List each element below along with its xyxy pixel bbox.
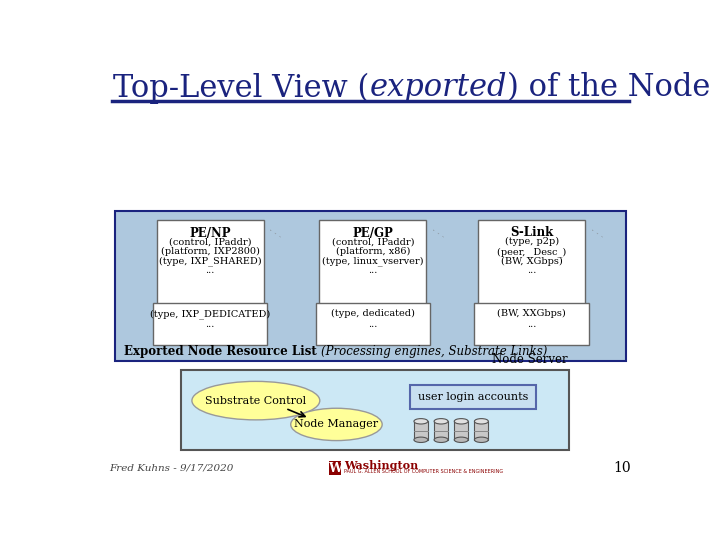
Text: (type, p2p): (type, p2p) [505, 237, 559, 246]
Text: (control, IPaddr): (control, IPaddr) [332, 237, 414, 246]
Text: · · ·: · · · [266, 226, 283, 242]
Text: user login accounts: user login accounts [418, 392, 528, 402]
Ellipse shape [414, 418, 428, 424]
FancyBboxPatch shape [434, 421, 448, 440]
FancyBboxPatch shape [474, 303, 589, 345]
FancyBboxPatch shape [181, 370, 569, 450]
Ellipse shape [434, 437, 448, 442]
Text: W: W [328, 462, 342, 475]
Text: PAUL G. ALLEN SCHOOL OF COMPUTER SCIENCE & ENGINEERING: PAUL G. ALLEN SCHOOL OF COMPUTER SCIENCE… [344, 469, 503, 474]
Text: Fred Kuhns - 9/17/2020: Fred Kuhns - 9/17/2020 [109, 464, 234, 473]
Text: exported: exported [369, 72, 507, 103]
Text: ...: ... [205, 266, 215, 275]
Ellipse shape [414, 437, 428, 442]
Text: ...: ... [368, 266, 377, 275]
FancyBboxPatch shape [478, 220, 585, 309]
Text: (type, dedicated): (type, dedicated) [331, 309, 415, 318]
Text: (type, linux_vserver): (type, linux_vserver) [322, 256, 423, 266]
Ellipse shape [454, 418, 468, 424]
Text: ) of the Node: ) of the Node [507, 72, 711, 103]
Text: · · ·: · · · [588, 226, 605, 242]
Text: (platform, IXP2800): (platform, IXP2800) [161, 247, 260, 256]
Ellipse shape [434, 418, 448, 424]
FancyBboxPatch shape [320, 220, 426, 309]
Ellipse shape [192, 381, 320, 420]
FancyBboxPatch shape [474, 421, 488, 440]
FancyBboxPatch shape [315, 303, 431, 345]
FancyBboxPatch shape [454, 421, 468, 440]
Text: Washington: Washington [344, 460, 418, 471]
Text: S-Link: S-Link [510, 226, 554, 240]
Text: (peer, _Desc_): (peer, _Desc_) [497, 247, 567, 256]
Text: ...: ... [205, 320, 215, 329]
Text: Node Server: Node Server [492, 353, 567, 366]
Text: (type, IXP_SHARED): (type, IXP_SHARED) [159, 256, 261, 266]
Text: (BW, XGbps): (BW, XGbps) [501, 256, 562, 266]
FancyBboxPatch shape [410, 386, 536, 409]
FancyBboxPatch shape [329, 461, 341, 475]
Ellipse shape [291, 408, 382, 441]
FancyBboxPatch shape [114, 211, 626, 361]
Text: PE/NP: PE/NP [189, 226, 231, 240]
Text: Node Manager: Node Manager [294, 420, 379, 429]
Text: (control, IPaddr): (control, IPaddr) [169, 237, 251, 246]
FancyBboxPatch shape [414, 421, 428, 440]
Text: 10: 10 [613, 461, 631, 475]
Text: Substrate Control: Substrate Control [205, 396, 307, 406]
Ellipse shape [454, 437, 468, 442]
Text: Exported Node Resource List: Exported Node Resource List [124, 345, 321, 357]
Text: · · ·: · · · [428, 226, 446, 242]
Text: (type, IXP_DEDICATED): (type, IXP_DEDICATED) [150, 309, 270, 319]
Text: (Processing engines, Substrate Links): (Processing engines, Substrate Links) [321, 345, 547, 357]
Ellipse shape [474, 418, 488, 424]
Text: ...: ... [527, 266, 536, 275]
Text: PE/GP: PE/GP [353, 226, 393, 240]
Text: Top-Level View (: Top-Level View ( [113, 72, 369, 104]
Text: ...: ... [527, 320, 536, 329]
Text: (BW, XXGbps): (BW, XXGbps) [498, 309, 566, 318]
Ellipse shape [474, 437, 488, 442]
Text: ...: ... [368, 320, 377, 329]
Text: (platform, x86): (platform, x86) [336, 247, 410, 256]
FancyBboxPatch shape [157, 220, 264, 309]
FancyBboxPatch shape [153, 303, 267, 345]
